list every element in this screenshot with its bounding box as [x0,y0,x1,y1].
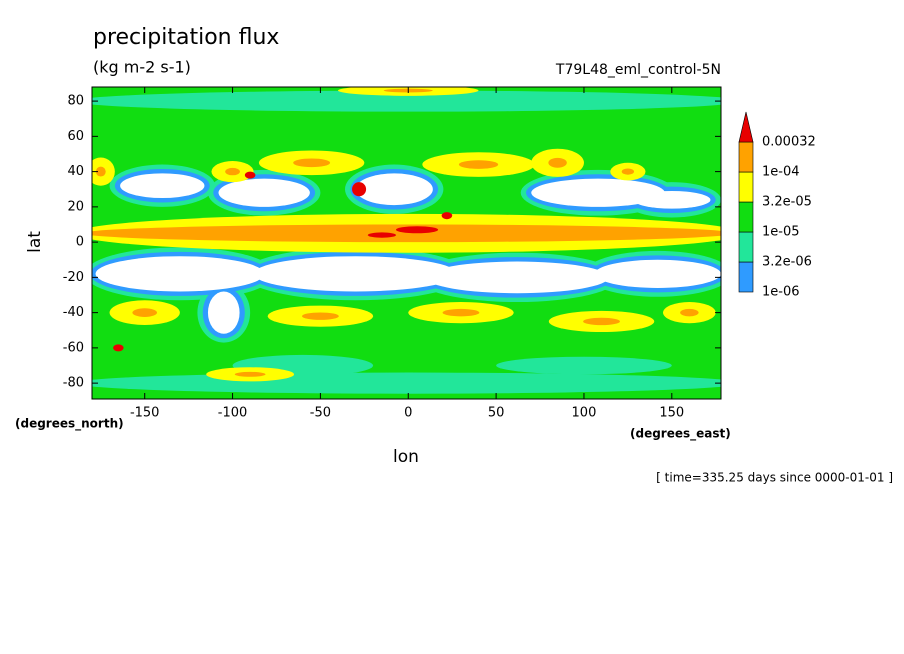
x-tick-label: -150 [130,406,160,421]
contour-region [207,291,240,334]
y-tick-label: 20 [67,199,84,214]
contour-region [441,212,453,220]
x-tick-label: 150 [659,406,684,421]
colorbar-box [738,261,754,293]
y-tick-label: 60 [67,129,84,144]
colorbar-box [738,201,754,233]
colorbar-label: 0.00032 [762,135,816,150]
x-tick-label: 0 [404,406,412,421]
colorbar-box [738,141,754,173]
contour-region [301,312,339,320]
contour-region [92,90,721,112]
contour-region [395,226,439,234]
contour-region [113,344,124,352]
colorbar-label: 1e-05 [762,225,800,240]
x-tick-label: 100 [572,406,597,421]
contour-region [95,256,265,292]
contour-region [225,167,240,176]
colorbar-label: 1e-04 [762,165,800,180]
contour-region [234,371,266,377]
annotation: T79L48_eml_control-5N [555,62,721,78]
contour-region [244,171,256,179]
contour-region [253,256,458,292]
y-tick-label: -40 [63,305,84,320]
contour-region [95,166,106,177]
y-tick-label: -20 [63,270,84,285]
chart-title: precipitation flux [93,25,279,50]
contour-region [531,178,665,207]
contour-region [367,232,396,238]
contour-region [92,224,721,243]
footer: [ time=335.25 days since 0000-01-01 ] [656,471,893,485]
y-tick-label: -80 [63,376,84,391]
contour-region [633,191,711,209]
y-tick-label: -60 [63,340,84,355]
colorbar-box [738,171,754,203]
x-tick-label: -50 [310,406,331,421]
contour-region [442,308,480,317]
contour-field [92,87,721,399]
contour-region [355,173,433,206]
y-tick-label: 80 [67,94,84,109]
colorbar-label: 1e-06 [762,285,800,300]
chart-subtitle: (kg m-2 s-1) [93,58,191,77]
contour-region [548,157,567,168]
contour-region [120,173,205,199]
colorbar-extend [738,111,754,143]
contour-region [583,317,620,326]
x-axis-label: lon [393,447,419,467]
x-tick-label: 50 [488,406,505,421]
contour-region [680,308,699,317]
colorbar-box [738,231,754,263]
contour-region [594,259,721,288]
contour-region [425,261,609,294]
y-axis-label: lat [25,231,45,253]
plot-frame [91,86,722,400]
contour-region [496,356,672,375]
contour-region [621,168,635,175]
contour-region [92,372,721,394]
colorbar-label: 3.2e-06 [762,255,812,270]
contour-region [352,182,367,197]
colorbar-label: 3.2e-05 [762,195,812,210]
contour-region [293,158,331,168]
contour-region [132,308,158,317]
y-tick-label: 40 [67,164,84,179]
x-unit: (degrees_east) [630,427,731,442]
contour-region [458,160,499,169]
contour-region [218,178,310,207]
x-tick-label: -100 [218,406,248,421]
y-tick-label: 0 [76,235,84,250]
y-unit: (degrees_north) [15,417,124,432]
